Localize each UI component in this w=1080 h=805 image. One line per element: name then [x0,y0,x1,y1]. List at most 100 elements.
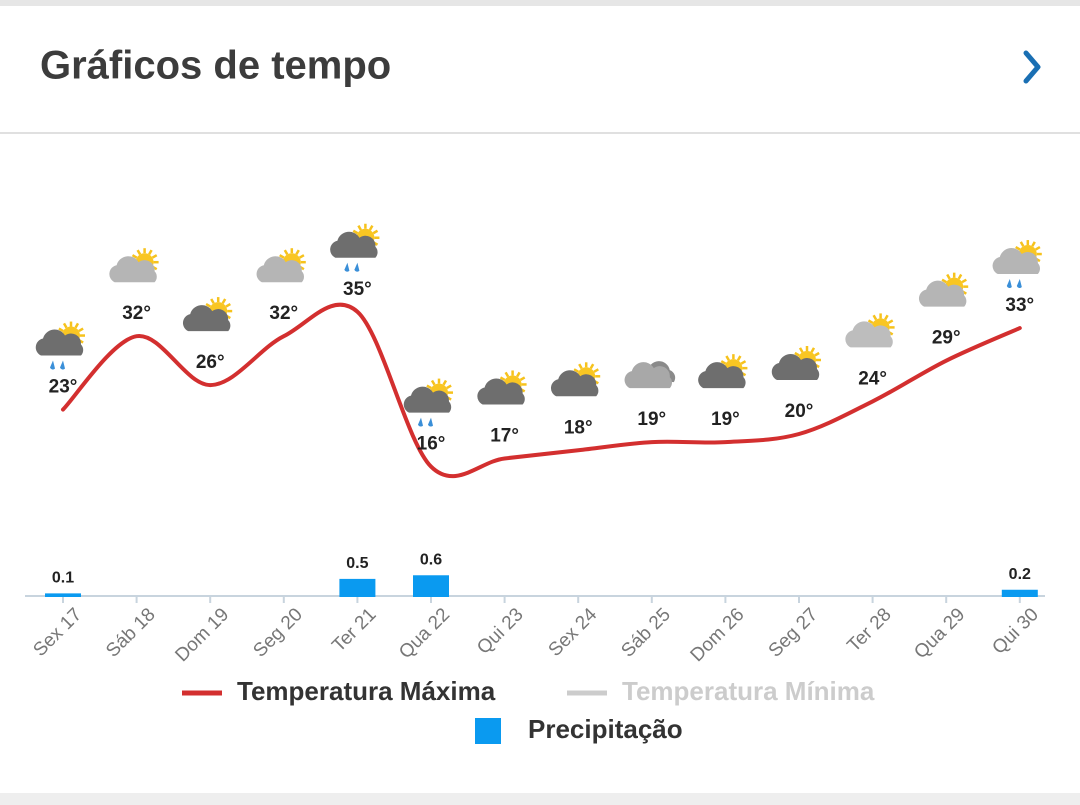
cloud [182,305,231,332]
sun-ray [151,254,158,259]
sun-ray [736,355,742,361]
sun-ray [426,384,432,390]
sun-ray [961,278,967,284]
sun-ray [372,229,379,235]
sun-ray [887,319,894,324]
weather-icon [182,297,233,332]
cloud [550,370,599,397]
sun-ray [221,298,227,304]
sun-ray [578,363,583,370]
sun-ray [810,347,816,353]
legend-label: Precipitação [528,714,683,744]
sun-ray [946,273,951,280]
sun-ray [519,376,526,382]
sun-ray [136,249,142,256]
temperature-line [61,302,1022,479]
weather-icon [109,248,159,283]
card-title: Gráficos de tempo [40,44,391,88]
sun-ray [593,368,599,373]
sun-ray [957,273,963,280]
bottom-band [0,793,1080,805]
cloud [330,231,378,258]
sun-ray [814,351,820,357]
temperature-label: 35° [343,279,372,300]
cloud [771,354,820,380]
sun-ray [720,360,727,365]
temperature-label: 20° [785,401,814,422]
sun-ray [1019,241,1025,247]
raindrop [60,360,65,370]
sun-ray [1034,245,1041,251]
cloud [698,362,746,389]
cloud [35,329,84,356]
raindrop [1016,279,1022,288]
sun-ray [1031,241,1036,247]
sun-ray [725,355,730,361]
sun-ray [283,249,289,256]
temperature-label: 16° [417,434,446,455]
chevron[interactable] [1023,50,1041,84]
precipitation-label: 0.5 [346,555,368,572]
separator [0,132,1080,134]
cloud [624,362,672,389]
sun-ray [78,327,84,333]
precipitation-bar [339,578,376,597]
cloud [845,321,893,348]
raindrop [418,417,423,427]
weather-icon [256,248,306,283]
temperature-label: 32° [269,303,298,324]
sun-ray [58,327,64,333]
sun-ray [867,319,874,324]
sun-ray [131,254,138,259]
sun-ray [740,360,747,365]
sun-ray [589,363,595,370]
weather-icon [698,354,748,389]
raindrop [428,417,433,427]
raindrop [354,262,360,272]
cloud [109,256,157,283]
legend-swatch [475,718,501,744]
weather-icon [477,370,527,405]
sun-ray [504,371,510,378]
precipitation-bar [45,593,81,597]
temperature-label: 17° [490,425,519,446]
temperature-label: 32° [122,303,151,324]
sun-ray [368,225,374,231]
temperature-label: 33° [1005,295,1034,316]
temperature-label: 23° [49,377,78,398]
precipitation-label: 0.6 [420,551,442,568]
sun-ray [210,298,215,304]
temperature-label: 18° [564,417,593,438]
sun-ray [74,322,80,329]
raindrop [344,262,350,272]
sun-ray [225,303,231,308]
sun-ray [516,371,521,378]
raindrop [1006,279,1012,288]
sun-ray [298,254,305,259]
weather-icon [992,240,1042,288]
sun-ray [148,249,153,256]
temperature-label: 24° [858,368,887,389]
weather-icon [403,378,453,427]
sun-ray [62,322,68,329]
temperature-label: 29° [932,328,961,349]
sun-ray [794,351,800,357]
precipitation-bar [1001,589,1038,597]
cloud [918,280,967,307]
sun-ray [279,254,285,259]
precipitation-bar [413,575,449,597]
weather-icon [550,362,601,397]
top-border [0,0,1080,6]
cloud [256,256,304,283]
sun-ray [499,376,506,382]
legend-label: Temperatura Mínima [622,676,875,706]
sun-ray [205,303,212,308]
precipitation-label: 0.2 [1009,566,1031,583]
weather-icon [918,272,969,307]
temperature-label: 26° [196,352,225,373]
sun-ray [884,314,889,321]
sun-ray [798,347,804,353]
sun-ray [446,384,452,390]
